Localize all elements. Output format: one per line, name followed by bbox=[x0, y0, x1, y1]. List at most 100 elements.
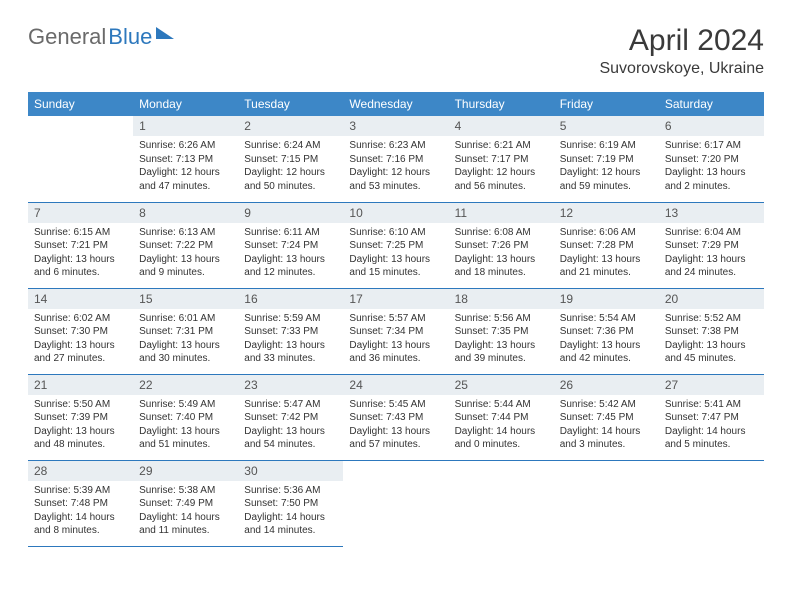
day-number: 16 bbox=[238, 289, 343, 309]
day-cell: 29Sunrise: 5:38 AMSunset: 7:49 PMDayligh… bbox=[133, 460, 238, 546]
daylight-line: and 36 minutes. bbox=[349, 352, 442, 366]
triangle-icon bbox=[156, 27, 174, 39]
daylight-line: and 56 minutes. bbox=[455, 180, 548, 194]
sunset-line: Sunset: 7:49 PM bbox=[139, 497, 232, 511]
day-cell: 14Sunrise: 6:02 AMSunset: 7:30 PMDayligh… bbox=[28, 288, 133, 374]
brand-logo: GeneralBlue bbox=[28, 24, 174, 50]
daylight-line: and 24 minutes. bbox=[665, 266, 758, 280]
daylight-line: and 39 minutes. bbox=[455, 352, 548, 366]
daylight-line: and 51 minutes. bbox=[139, 438, 232, 452]
day-number: 4 bbox=[449, 116, 554, 136]
daylight-line: and 53 minutes. bbox=[349, 180, 442, 194]
day-cell: 26Sunrise: 5:42 AMSunset: 7:45 PMDayligh… bbox=[554, 374, 659, 460]
day-number: 7 bbox=[28, 203, 133, 223]
day-number: 18 bbox=[449, 289, 554, 309]
day-cell: 30Sunrise: 5:36 AMSunset: 7:50 PMDayligh… bbox=[238, 460, 343, 546]
sunset-line: Sunset: 7:13 PM bbox=[139, 153, 232, 167]
day-content: Sunrise: 5:56 AMSunset: 7:35 PMDaylight:… bbox=[449, 309, 554, 372]
sunrise-line: Sunrise: 5:42 AM bbox=[560, 398, 653, 412]
sunset-line: Sunset: 7:33 PM bbox=[244, 325, 337, 339]
daylight-line: Daylight: 13 hours bbox=[665, 253, 758, 267]
day-cell: 2Sunrise: 6:24 AMSunset: 7:15 PMDaylight… bbox=[238, 116, 343, 202]
day-content: Sunrise: 6:01 AMSunset: 7:31 PMDaylight:… bbox=[133, 309, 238, 372]
sunset-line: Sunset: 7:24 PM bbox=[244, 239, 337, 253]
day-content: Sunrise: 5:39 AMSunset: 7:48 PMDaylight:… bbox=[28, 481, 133, 544]
sunset-line: Sunset: 7:39 PM bbox=[34, 411, 127, 425]
daylight-line: Daylight: 12 hours bbox=[455, 166, 548, 180]
day-number: 20 bbox=[659, 289, 764, 309]
daylight-line: Daylight: 12 hours bbox=[244, 166, 337, 180]
sunrise-line: Sunrise: 5:47 AM bbox=[244, 398, 337, 412]
day-content: Sunrise: 6:26 AMSunset: 7:13 PMDaylight:… bbox=[133, 136, 238, 199]
day-number: 22 bbox=[133, 375, 238, 395]
sunset-line: Sunset: 7:20 PM bbox=[665, 153, 758, 167]
daylight-line: Daylight: 14 hours bbox=[560, 425, 653, 439]
day-number: 28 bbox=[28, 461, 133, 481]
sunrise-line: Sunrise: 6:17 AM bbox=[665, 139, 758, 153]
sunrise-line: Sunrise: 6:11 AM bbox=[244, 226, 337, 240]
day-cell: 18Sunrise: 5:56 AMSunset: 7:35 PMDayligh… bbox=[449, 288, 554, 374]
daylight-line: and 54 minutes. bbox=[244, 438, 337, 452]
brand-part2: Blue bbox=[108, 24, 152, 50]
sunrise-line: Sunrise: 6:15 AM bbox=[34, 226, 127, 240]
week-row: 1Sunrise: 6:26 AMSunset: 7:13 PMDaylight… bbox=[28, 116, 764, 202]
day-number: 2 bbox=[238, 116, 343, 136]
day-number: 9 bbox=[238, 203, 343, 223]
weekday-fri: Friday bbox=[554, 92, 659, 116]
sunrise-line: Sunrise: 6:01 AM bbox=[139, 312, 232, 326]
title-block: April 2024 Suvorovskoye, Ukraine bbox=[599, 24, 764, 78]
sunrise-line: Sunrise: 6:08 AM bbox=[455, 226, 548, 240]
sunset-line: Sunset: 7:35 PM bbox=[455, 325, 548, 339]
header: GeneralBlue April 2024 Suvorovskoye, Ukr… bbox=[28, 24, 764, 78]
sunset-line: Sunset: 7:22 PM bbox=[139, 239, 232, 253]
daylight-line: Daylight: 13 hours bbox=[244, 339, 337, 353]
sunset-line: Sunset: 7:43 PM bbox=[349, 411, 442, 425]
day-number: 12 bbox=[554, 203, 659, 223]
week-row: 14Sunrise: 6:02 AMSunset: 7:30 PMDayligh… bbox=[28, 288, 764, 374]
day-content: Sunrise: 5:42 AMSunset: 7:45 PMDaylight:… bbox=[554, 395, 659, 458]
weekday-sat: Saturday bbox=[659, 92, 764, 116]
day-content: Sunrise: 6:04 AMSunset: 7:29 PMDaylight:… bbox=[659, 223, 764, 286]
daylight-line: Daylight: 13 hours bbox=[455, 339, 548, 353]
day-number: 23 bbox=[238, 375, 343, 395]
sunrise-line: Sunrise: 5:59 AM bbox=[244, 312, 337, 326]
daylight-line: and 0 minutes. bbox=[455, 438, 548, 452]
sunrise-line: Sunrise: 5:36 AM bbox=[244, 484, 337, 498]
day-cell bbox=[28, 116, 133, 202]
daylight-line: and 14 minutes. bbox=[244, 524, 337, 538]
sunrise-line: Sunrise: 5:54 AM bbox=[560, 312, 653, 326]
daylight-line: Daylight: 12 hours bbox=[349, 166, 442, 180]
sunset-line: Sunset: 7:44 PM bbox=[455, 411, 548, 425]
sunrise-line: Sunrise: 5:56 AM bbox=[455, 312, 548, 326]
day-number: 15 bbox=[133, 289, 238, 309]
sunrise-line: Sunrise: 6:24 AM bbox=[244, 139, 337, 153]
day-content: Sunrise: 6:24 AMSunset: 7:15 PMDaylight:… bbox=[238, 136, 343, 199]
sunset-line: Sunset: 7:29 PM bbox=[665, 239, 758, 253]
day-number: 27 bbox=[659, 375, 764, 395]
daylight-line: Daylight: 13 hours bbox=[349, 425, 442, 439]
sunrise-line: Sunrise: 6:21 AM bbox=[455, 139, 548, 153]
daylight-line: and 50 minutes. bbox=[244, 180, 337, 194]
daylight-line: and 30 minutes. bbox=[139, 352, 232, 366]
daylight-line: Daylight: 12 hours bbox=[560, 166, 653, 180]
day-cell: 9Sunrise: 6:11 AMSunset: 7:24 PMDaylight… bbox=[238, 202, 343, 288]
day-content: Sunrise: 5:44 AMSunset: 7:44 PMDaylight:… bbox=[449, 395, 554, 458]
day-number: 29 bbox=[133, 461, 238, 481]
daylight-line: Daylight: 13 hours bbox=[34, 339, 127, 353]
daylight-line: Daylight: 13 hours bbox=[34, 253, 127, 267]
daylight-line: Daylight: 13 hours bbox=[244, 425, 337, 439]
daylight-line: and 42 minutes. bbox=[560, 352, 653, 366]
week-row: 7Sunrise: 6:15 AMSunset: 7:21 PMDaylight… bbox=[28, 202, 764, 288]
sunrise-line: Sunrise: 5:49 AM bbox=[139, 398, 232, 412]
sunset-line: Sunset: 7:31 PM bbox=[139, 325, 232, 339]
daylight-line: and 12 minutes. bbox=[244, 266, 337, 280]
daylight-line: and 48 minutes. bbox=[34, 438, 127, 452]
day-cell: 5Sunrise: 6:19 AMSunset: 7:19 PMDaylight… bbox=[554, 116, 659, 202]
day-content: Sunrise: 5:45 AMSunset: 7:43 PMDaylight:… bbox=[343, 395, 448, 458]
day-content: Sunrise: 6:19 AMSunset: 7:19 PMDaylight:… bbox=[554, 136, 659, 199]
day-cell: 6Sunrise: 6:17 AMSunset: 7:20 PMDaylight… bbox=[659, 116, 764, 202]
day-cell bbox=[343, 460, 448, 546]
day-cell: 21Sunrise: 5:50 AMSunset: 7:39 PMDayligh… bbox=[28, 374, 133, 460]
daylight-line: Daylight: 13 hours bbox=[560, 253, 653, 267]
daylight-line: and 9 minutes. bbox=[139, 266, 232, 280]
